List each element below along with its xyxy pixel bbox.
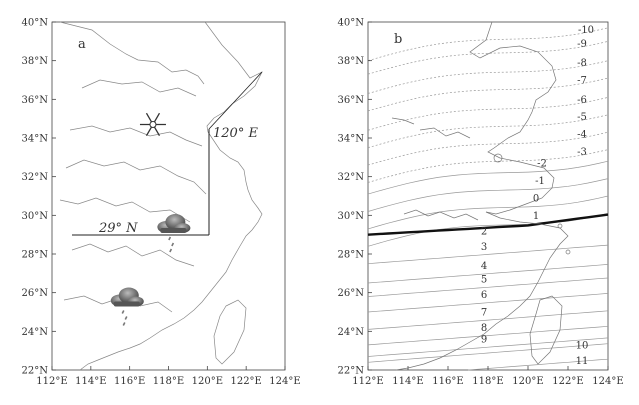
- weather-symbols: [110, 112, 191, 326]
- isoline-label: -5: [577, 112, 587, 123]
- y-tick-label: 38°N: [338, 56, 365, 67]
- lat-line-label: 29° N: [98, 221, 138, 236]
- x-tick-label: 120°E: [192, 376, 223, 387]
- isoline-label: 10: [576, 340, 589, 351]
- map-panel-a: 29° N 120° E a 112°E 114°E 116°E 118°E 120°E…: [22, 18, 301, 388]
- isoline-label: 8: [481, 323, 487, 334]
- y-tick-label: 40°N: [22, 18, 49, 29]
- isoline: [367, 131, 609, 166]
- y-tick-label: 24°N: [338, 327, 365, 338]
- isoline: [367, 293, 609, 313]
- isoline: [367, 114, 609, 149]
- y-tick-label: 30°N: [22, 211, 49, 222]
- x-tick-label: 112°E: [352, 376, 383, 387]
- y-tick-label: 38°N: [22, 56, 49, 67]
- isoline-label: -3: [577, 147, 587, 158]
- x-tick-label: 120°E: [512, 376, 543, 387]
- y-tick-label: 28°N: [338, 250, 365, 261]
- panel-a-y-axis: 22°N 24°N 26°N 28°N 30°N 32°N 34°N 36°N 38°N 40°N: [22, 18, 56, 377]
- panel-b-y-axis: 22°N 24°N 26°N 28°N 30°N 32°N 34°N 36°N 38°N 40°N: [338, 18, 372, 377]
- isoline: [367, 60, 609, 94]
- rain-cloud-icon: [110, 287, 144, 326]
- isoline-label: 11: [576, 356, 589, 367]
- isolines: [367, 27, 609, 371]
- y-tick-label: 34°N: [338, 134, 365, 145]
- isoline-label: 0: [533, 193, 539, 204]
- x-tick-label: 116°E: [114, 376, 145, 387]
- isoline-label: -2: [537, 159, 547, 170]
- isoline-label: 4: [481, 261, 487, 272]
- isoline: [367, 160, 609, 195]
- isoline-label: -10: [578, 25, 594, 36]
- x-tick-label: 112°E: [36, 376, 67, 387]
- isoline-label: -4: [577, 130, 587, 141]
- panel-b-frame: [367, 21, 609, 371]
- isoline: [367, 325, 609, 346]
- bold-isoline: [367, 213, 609, 236]
- isoline-label: -7: [577, 76, 587, 87]
- isoline: [367, 277, 609, 297]
- x-tick-label: 124°E: [592, 376, 623, 387]
- isoline: [367, 337, 609, 357]
- x-tick-label: 118°E: [153, 376, 184, 387]
- isoline: [367, 244, 609, 265]
- panel-a-letter: a: [78, 37, 86, 52]
- isoline: [367, 178, 609, 212]
- y-tick-label: 34°N: [22, 134, 49, 145]
- lon-line-label: 120° E: [213, 126, 258, 141]
- y-tick-label: 32°N: [22, 172, 49, 183]
- isoline-label: 2: [481, 226, 487, 237]
- panel-b-letter: b: [394, 32, 402, 47]
- y-tick-label: 26°N: [338, 288, 365, 299]
- isoline: [367, 27, 609, 62]
- isoline: [467, 358, 609, 371]
- x-tick-label: 118°E: [472, 376, 503, 387]
- panel-b-x-axis: 112°E 114°E 116°E 118°E 120°E 122°E 124°E: [352, 366, 624, 387]
- isoline: [367, 149, 609, 183]
- x-tick-label: 114°E: [75, 376, 106, 387]
- isoline: [367, 195, 609, 230]
- isoline: [367, 264, 609, 284]
- x-tick-label: 122°E: [230, 376, 261, 387]
- isoline-label: 6: [481, 290, 487, 301]
- y-tick-label: 36°N: [338, 95, 365, 106]
- isoline-label: 9: [481, 335, 487, 346]
- y-tick-label: 22°N: [22, 366, 49, 377]
- isoline-label: 5: [481, 275, 487, 286]
- snowflake-icon: [139, 112, 166, 137]
- y-tick-label: 30°N: [338, 211, 365, 222]
- panel-b-coastline: [391, 21, 571, 371]
- y-tick-label: 36°N: [22, 95, 49, 106]
- isoline: [367, 310, 609, 330]
- rain-cloud-icon: [157, 214, 191, 253]
- isoline-label: -6: [577, 95, 587, 106]
- isoline-label: -1: [535, 176, 545, 187]
- y-tick-label: 26°N: [22, 288, 49, 299]
- isoline: [367, 343, 609, 363]
- y-tick-label: 22°N: [338, 366, 365, 377]
- panel-a-frame: [51, 21, 286, 371]
- x-tick-label: 116°E: [432, 376, 463, 387]
- isoline: [367, 77, 609, 112]
- isoline-label: 7: [481, 308, 487, 319]
- isoline-label: 3: [481, 242, 487, 253]
- x-tick-label: 124°E: [269, 376, 300, 387]
- x-tick-label: 114°E: [392, 376, 423, 387]
- y-tick-label: 32°N: [338, 172, 365, 183]
- isoline: [367, 41, 609, 75]
- x-tick-label: 122°E: [552, 376, 583, 387]
- lon-120-connector: [208, 71, 263, 130]
- isoline-label: -8: [577, 58, 587, 69]
- y-tick-label: 40°N: [338, 18, 365, 29]
- isoline-label: 1: [533, 211, 539, 222]
- y-tick-label: 24°N: [22, 327, 49, 338]
- isoline: [367, 97, 609, 131]
- y-tick-label: 28°N: [22, 250, 49, 261]
- panel-a-x-axis: 112°E 114°E 116°E 118°E 120°E 122°E 124°E: [36, 366, 301, 387]
- isoline-label: -9: [577, 39, 587, 50]
